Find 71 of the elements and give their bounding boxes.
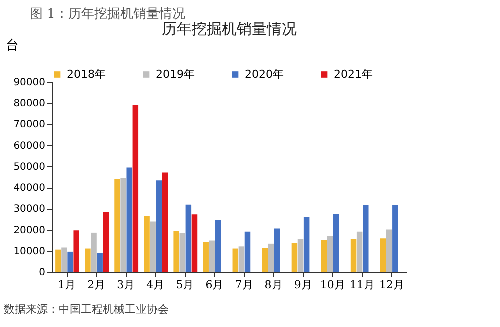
bar	[380, 238, 386, 272]
bar	[132, 105, 139, 272]
y-tick-label: 40000	[14, 183, 46, 194]
x-tick-label: 5月	[176, 278, 194, 292]
bar	[74, 230, 80, 272]
bar	[126, 168, 132, 272]
x-tick-label: 10月	[320, 278, 346, 292]
bar	[150, 222, 156, 272]
bar	[162, 172, 168, 272]
x-tick-label: 12月	[379, 278, 404, 292]
bar	[215, 220, 222, 272]
source-note: 数据来源：中国工程机械工业协会	[4, 302, 169, 317]
y-tick-label: 60000	[14, 140, 46, 152]
y-tick-label: 10000	[14, 246, 46, 258]
chart-title: 图 1：历年挖掘机销量情况	[30, 6, 186, 22]
bar	[203, 242, 209, 272]
legend-label: 2021年	[334, 68, 373, 81]
y-tick-label: 70000	[14, 120, 46, 131]
bar	[274, 228, 280, 272]
legend-label: 2019年	[156, 68, 195, 81]
bar	[91, 232, 97, 272]
bar	[209, 240, 216, 272]
bar	[174, 231, 180, 272]
y-tick-label: 0	[39, 268, 46, 278]
bar	[321, 240, 328, 272]
legend-label: 2018年	[67, 68, 106, 81]
legend-label: 2020年	[245, 68, 284, 81]
bar	[120, 178, 126, 272]
bar	[68, 252, 74, 272]
bar	[392, 206, 398, 272]
bar	[268, 244, 274, 272]
bar	[363, 205, 369, 272]
x-tick-label: 7月	[235, 278, 254, 292]
bar	[244, 232, 251, 272]
x-tick-label: 4月	[146, 278, 165, 292]
y-tick-label: 80000	[14, 98, 46, 110]
x-tick-label: 2月	[88, 278, 106, 292]
bar	[298, 239, 304, 272]
bar	[304, 217, 310, 272]
bar	[232, 248, 239, 272]
bar	[186, 204, 192, 272]
bar	[386, 230, 392, 272]
bar	[62, 248, 68, 272]
bar	[180, 232, 186, 272]
y-axis-title: 台	[6, 38, 19, 54]
bar	[262, 248, 268, 272]
bar	[333, 214, 340, 272]
x-tick-label: 3月	[117, 278, 136, 292]
y-tick-label: 20000	[14, 225, 46, 236]
bar	[350, 239, 357, 272]
bar	[327, 236, 334, 272]
x-tick-label: 8月	[264, 278, 283, 292]
chart-subtitle: 历年挖掘机销量情况	[162, 20, 297, 38]
x-tick-label: 6月	[206, 278, 224, 292]
y-tick-label: 30000	[14, 204, 46, 216]
bar	[85, 248, 91, 272]
bar	[114, 179, 120, 272]
bar	[292, 244, 298, 272]
bar	[56, 250, 62, 272]
bar	[238, 246, 245, 272]
bar	[156, 180, 162, 272]
x-tick-label: 9月	[294, 278, 312, 292]
y-tick-label: 90000	[14, 78, 46, 88]
bar	[97, 253, 103, 272]
bar	[144, 216, 150, 272]
bar	[103, 212, 110, 272]
y-tick-label: 50000	[14, 162, 46, 173]
bar	[192, 214, 198, 272]
bar	[356, 232, 363, 272]
x-tick-label: 1月	[58, 278, 76, 292]
x-tick-label: 11月	[350, 278, 375, 292]
